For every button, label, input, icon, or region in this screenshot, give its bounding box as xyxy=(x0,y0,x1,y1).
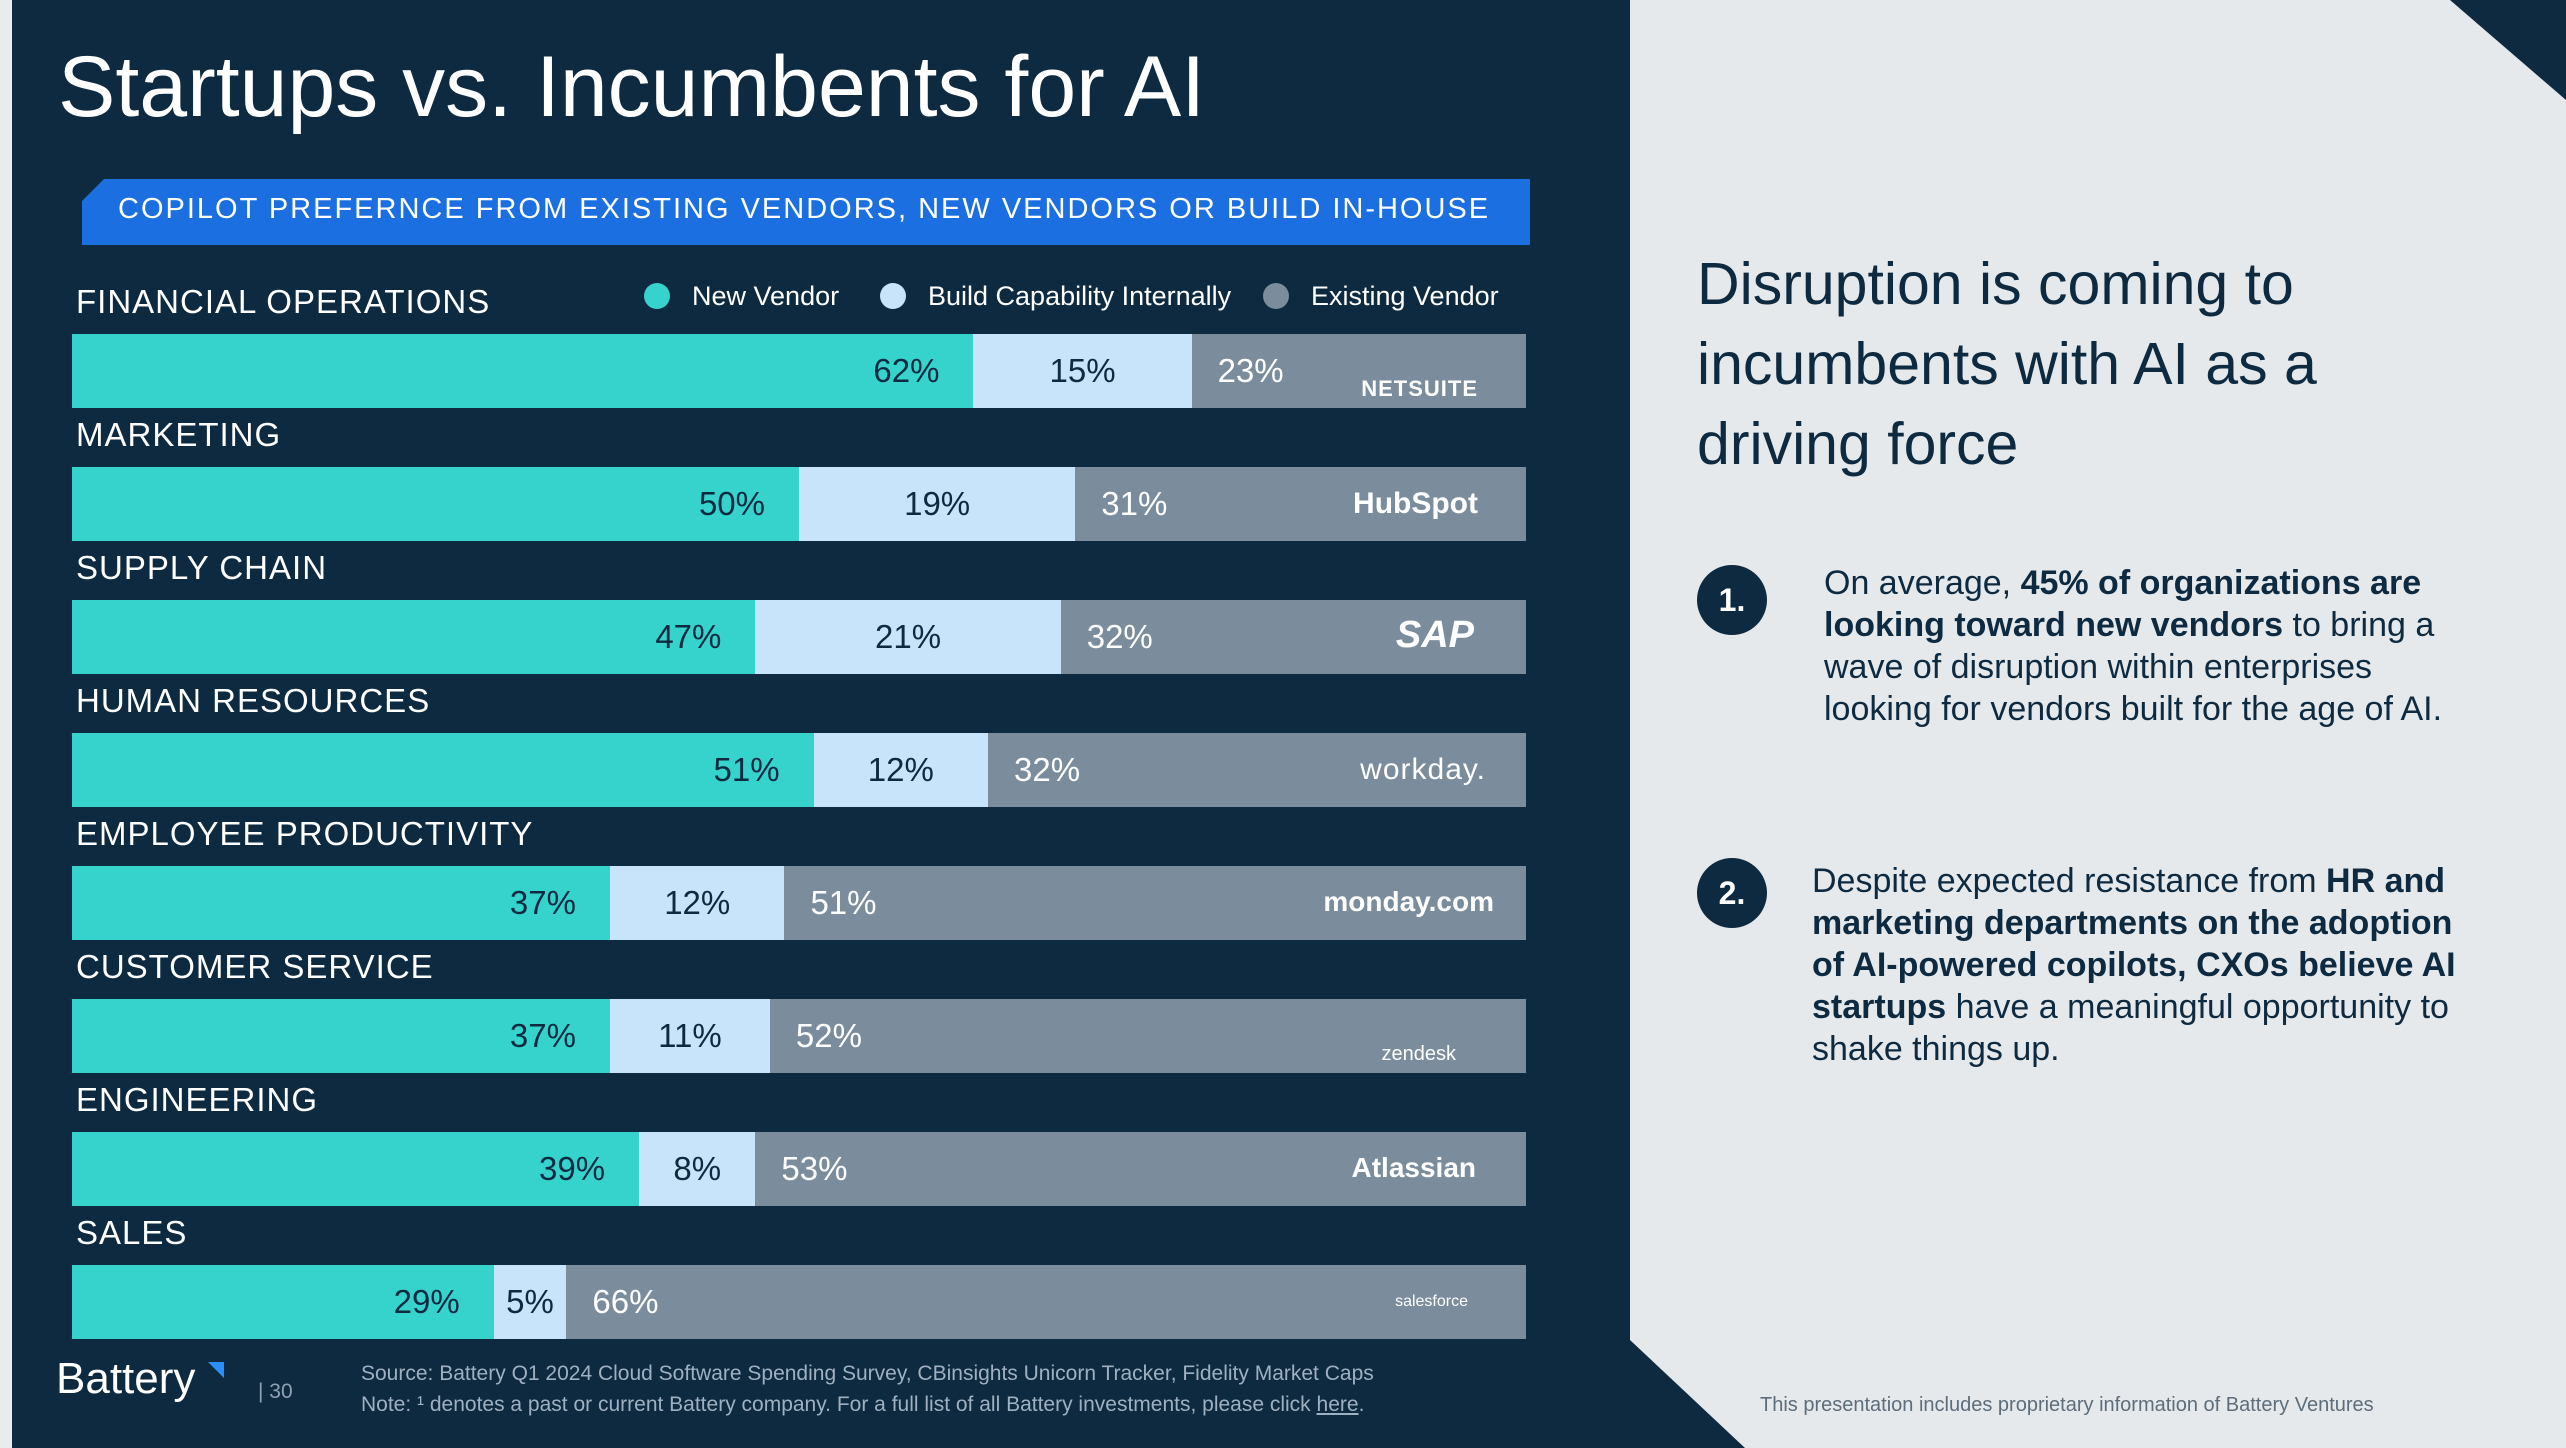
point-2-segment: HR and marketing departments on the adop… xyxy=(1812,862,2456,1026)
bar-financial-operations: 62% 15% 23% NETSUITE xyxy=(72,334,1526,408)
bar-segment-new-vendor xyxy=(72,600,756,674)
note-suffix: . xyxy=(1358,1393,1365,1416)
legend-label-build-internal: Build Capability Internally xyxy=(928,280,1232,311)
investments-link[interactable]: here xyxy=(1316,1393,1359,1416)
point-1-segment: 45% of organizations are looking toward … xyxy=(1824,564,2422,644)
vendor-logo-zendesk: zendesk xyxy=(1381,1043,1457,1065)
vendor-logo-netsuite: NETSUITE xyxy=(1361,376,1478,401)
category-label-sales: SALES xyxy=(76,1214,188,1251)
value-label-existing-vendor: 66% xyxy=(592,1283,659,1320)
legend-dot-build-internal xyxy=(880,283,906,309)
value-label-existing-vendor: 31% xyxy=(1101,485,1168,522)
legend-item-existing-vendor: Existing Vendor xyxy=(1263,276,1499,316)
value-label-build-internal: 8% xyxy=(673,1150,722,1187)
note-text: Note: ¹ denotes a past or current Batter… xyxy=(361,1393,1317,1416)
bar-engineering: 39% 8% 53% Atlassian xyxy=(72,1132,1526,1206)
point-1-segment: On average, xyxy=(1824,564,2021,602)
category-label-employee-productivity: EMPLOYEE PRODUCTIVITY xyxy=(76,815,534,852)
bar-segment-build-internal xyxy=(973,334,1192,408)
battery-logo-text: Battery xyxy=(56,1354,196,1403)
bar-segment-new-vendor xyxy=(72,866,610,940)
legend-dot-existing-vendor xyxy=(1263,283,1289,309)
point-1-badge: 1. xyxy=(1697,565,1767,635)
value-label-new-vendor: 37% xyxy=(509,884,576,921)
value-label-new-vendor: 47% xyxy=(655,618,722,655)
value-label-build-internal: 21% xyxy=(875,618,942,655)
vendor-logo-salesforce: salesforce xyxy=(1395,1293,1468,1310)
insights-headline: Disruption is coming to incumbents with … xyxy=(1697,251,2317,477)
value-label-build-internal: 19% xyxy=(904,485,971,522)
point-1-segment: to bring a wave of disruption within ent… xyxy=(1824,606,2443,728)
value-label-existing-vendor: 51% xyxy=(810,884,877,921)
vendor-logo-workday: workday. xyxy=(1360,753,1486,786)
value-label-new-vendor: 50% xyxy=(698,485,765,522)
bar-supply-chain: 47% 21% 32% SAP xyxy=(72,600,1526,674)
value-label-existing-vendor: 52% xyxy=(795,1017,862,1054)
point-2-text: Despite expected resistance from HR and … xyxy=(1812,860,2472,1070)
bar-segment-build-internal xyxy=(609,999,770,1073)
category-label-supply-chain: SUPPLY CHAIN xyxy=(76,549,328,586)
chart-subtitle: COPILOT PREFERNCE FROM EXISTING VENDORS,… xyxy=(118,193,1491,225)
value-label-new-vendor: 39% xyxy=(539,1150,606,1187)
value-label-build-internal: 15% xyxy=(1049,352,1116,389)
bar-marketing: 50% 19% 31% HubSpot xyxy=(72,467,1526,541)
bar-employee-productivity: 37% 12% 51% monday.com xyxy=(72,866,1526,940)
category-label-marketing: MARKETING xyxy=(76,416,282,453)
page-number: | 30 xyxy=(258,1380,293,1403)
vendor-logo-sap: SAP xyxy=(1395,614,1474,656)
bar-segment-build-internal xyxy=(813,733,988,807)
bar-segment-new-vendor xyxy=(72,733,814,807)
value-label-new-vendor: 37% xyxy=(509,1017,576,1054)
legend-label-new-vendor: New Vendor xyxy=(692,280,840,311)
bar-segment-build-internal xyxy=(755,600,1061,674)
left-edge-strip xyxy=(0,0,12,1448)
bar-segment-build-internal xyxy=(493,1265,567,1339)
category-label-engineering: ENGINEERING xyxy=(76,1081,319,1118)
bar-customer-service: 37% 11% 52% zendesk xyxy=(72,999,1526,1073)
point-2-segment: have a meaningful opportunity to shake t… xyxy=(1812,988,2449,1068)
bar-segment-new-vendor xyxy=(72,1132,640,1206)
value-label-new-vendor: 51% xyxy=(713,751,780,788)
source-note: Source: Battery Q1 2024 Cloud Software S… xyxy=(361,1362,1374,1385)
bar-human-resources: 51% 12% 32% workday. xyxy=(72,733,1526,807)
vendor-logo-monday-com: monday.com xyxy=(1323,886,1494,917)
bar-sales: 29% 5% 66% salesforce xyxy=(72,1265,1526,1339)
value-label-existing-vendor: 32% xyxy=(1014,751,1081,788)
vendor-logo-atlassian: Atlassian xyxy=(1351,1152,1477,1183)
disclaimer: This presentation includes proprietary i… xyxy=(1760,1394,2374,1416)
value-label-build-internal: 11% xyxy=(658,1017,722,1054)
value-label-existing-vendor: 53% xyxy=(781,1150,848,1187)
bar-segment-new-vendor xyxy=(72,467,799,541)
bar-segment-build-internal xyxy=(639,1132,756,1206)
bar-segment-new-vendor xyxy=(72,1265,494,1339)
insights-panel xyxy=(1630,0,2566,1448)
value-label-build-internal: 5% xyxy=(506,1283,554,1320)
value-label-existing-vendor: 32% xyxy=(1086,618,1153,655)
point-2-badge: 2. xyxy=(1697,858,1767,928)
point-2-segment: Despite expected resistance from xyxy=(1812,862,2327,900)
vendor-logo-hubspot: HubSpot xyxy=(1353,487,1478,520)
point-1-text: On average, 45% of organizations are loo… xyxy=(1824,562,2474,730)
note-line: Note: ¹ denotes a past or current Batter… xyxy=(361,1393,1364,1417)
bar-segment-new-vendor xyxy=(72,334,974,408)
category-label-financial-operations: FINANCIAL OPERATIONS xyxy=(76,283,491,320)
bar-segment-new-vendor xyxy=(72,999,610,1073)
value-label-new-vendor: 29% xyxy=(393,1283,460,1320)
legend-item-new-vendor: New Vendor xyxy=(644,276,839,316)
category-label-human-resources: HUMAN RESOURCES xyxy=(76,682,431,719)
category-label-customer-service: CUSTOMER SERVICE xyxy=(76,948,434,985)
bar-segment-build-internal xyxy=(799,467,1076,541)
chart-subtitle-banner: COPILOT PREFERNCE FROM EXISTING VENDORS,… xyxy=(82,179,1530,245)
legend-label-existing-vendor: Existing Vendor xyxy=(1311,280,1499,311)
value-label-new-vendor: 62% xyxy=(873,352,940,389)
legend-item-build-internal: Build Capability Internally xyxy=(880,276,1231,316)
legend-dot-new-vendor xyxy=(644,283,670,309)
bar-segment-build-internal xyxy=(609,866,785,940)
value-label-existing-vendor: 23% xyxy=(1217,352,1284,389)
value-label-build-internal: 12% xyxy=(664,884,731,921)
value-label-build-internal: 12% xyxy=(867,751,934,788)
slide-title: Startups vs. Incumbents for AI xyxy=(58,39,1206,135)
